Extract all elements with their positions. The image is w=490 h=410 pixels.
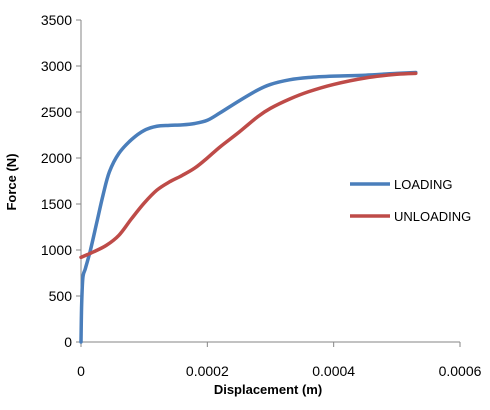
y-tick-label: 500 [49,288,73,304]
legend-label-unloading: UNLOADING [394,209,471,224]
y-tick-label: 1000 [41,242,72,258]
x-tick-label: 0.0002 [186,363,229,379]
tick-labels: 0 500 1000 1500 2000 2500 3000 3500 0 0.0002 0.000… [41,12,482,379]
series-line-unloading [79,71,418,260]
y-tick-label: 0 [64,334,72,350]
x-axis-title: Displacement (m) [214,382,322,397]
series-line-loading [79,70,418,344]
legend: LOADING UNLOADING [350,177,471,224]
x-tick-label: 0 [77,363,85,379]
legend-label-loading: LOADING [394,177,453,192]
y-tick-label: 2500 [41,104,72,120]
y-tick-label: 3000 [41,58,72,74]
series-lines [79,70,418,344]
y-axis-title: Force (N) [4,153,19,210]
y-tick-label: 1500 [41,196,72,212]
y-tick-label: 2000 [41,150,72,166]
y-tick-label: 3500 [41,12,72,28]
x-tick-label: 0.0006 [439,363,482,379]
x-tick-label: 0.0004 [312,363,355,379]
